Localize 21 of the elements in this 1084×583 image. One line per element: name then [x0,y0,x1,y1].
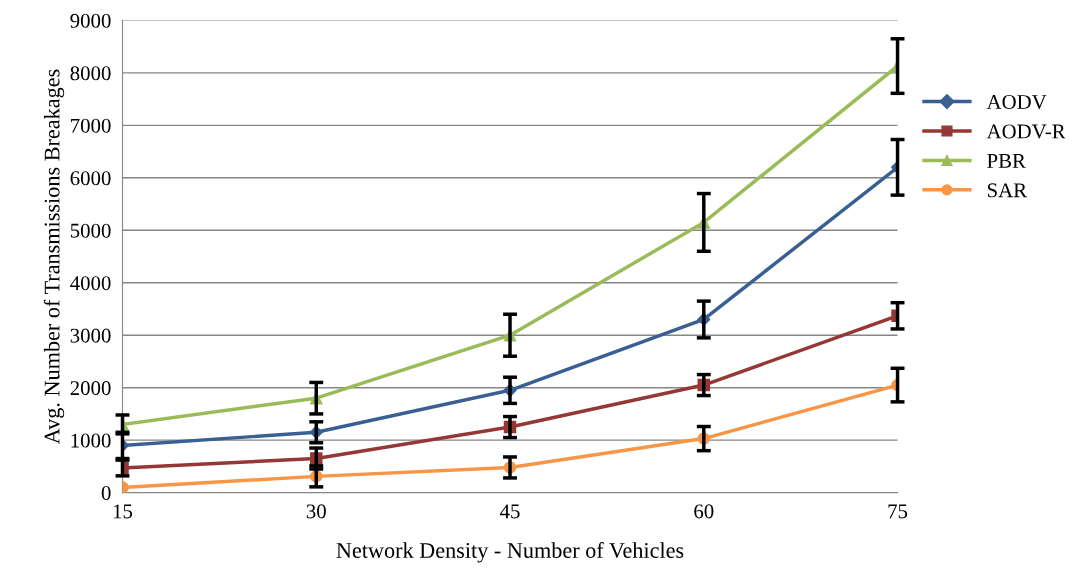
legend-label: AODV-R [986,124,1066,139]
y-tick-label: 9000 [70,13,111,28]
x-tick-label: 75 [888,504,908,519]
y-tick-label: 7000 [71,118,111,133]
x-tick-label: 30 [306,504,326,519]
x-tick-label: 60 [694,504,714,519]
y-tick-label: 3000 [70,328,111,343]
y-tick-label: 5000 [70,223,111,238]
y-axis-title: Avg. Number of Transmissions Breakages [43,69,65,445]
y-tick-label: 8000 [70,66,111,81]
legend-label: SAR [987,183,1028,198]
x-tick-label: 15 [113,504,133,519]
x-axis-title: Network Density - Number of Vehicles [336,542,684,563]
y-tick-label: 6000 [70,171,111,186]
y-tick-label: 2000 [70,381,111,396]
legend-label: AODV [986,95,1047,110]
y-tick-label: 4000 [70,276,111,291]
legend-label: PBR [987,154,1026,168]
y-tick-label: 0 [101,486,111,501]
y-tick-label: 1000 [71,433,111,448]
x-tick-label: 45 [500,504,520,519]
